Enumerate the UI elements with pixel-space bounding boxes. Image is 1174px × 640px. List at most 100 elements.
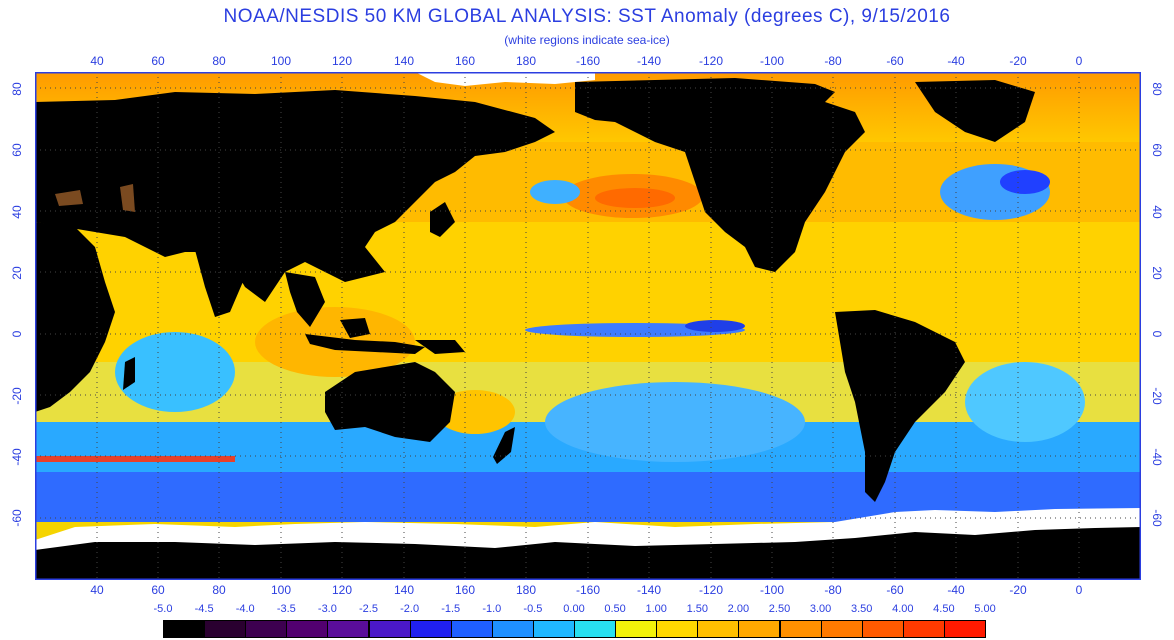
colorbar-swatch: [820, 620, 863, 638]
lon-label-top-160: 160: [454, 54, 476, 68]
colorbar-swatch: [204, 620, 247, 638]
colorbar-label: 0.00: [563, 603, 585, 615]
lon-label-top-m40: -40: [947, 54, 965, 68]
colorbar-label: -1.5: [441, 603, 461, 615]
colorbar-swatch: [532, 620, 575, 638]
colorbar-swatch: [697, 620, 740, 638]
lon-label-top-m80: -80: [824, 54, 842, 68]
colorbar-swatch: [779, 620, 822, 638]
blob-indian-cool: [115, 332, 235, 412]
lat-label-right-m20: -20: [1150, 387, 1164, 405]
caspian-region: [55, 190, 83, 206]
lon-label-bottom-40: 40: [90, 583, 104, 597]
blob-natl-cold: [1000, 170, 1050, 194]
colorbar-label: 3.50: [850, 603, 873, 615]
map-title: NOAA/NESDIS 50 KM GLOBAL ANALYSIS: SST A…: [223, 6, 951, 27]
lon-label-top-100: 100: [270, 54, 292, 68]
lon-label-top-180: 180: [515, 54, 537, 68]
lon-label-top-40: 40: [90, 54, 104, 68]
lon-label-top-m60: -60: [886, 54, 904, 68]
lon-label-bottom-m160: -160: [575, 583, 601, 597]
blob-satl-cool: [965, 362, 1085, 442]
colorbar-label: -1.0: [482, 603, 502, 615]
lat-label-right-60: 60: [1150, 143, 1164, 157]
antarctica-land: [35, 527, 1141, 580]
colorbar-swatch: [902, 620, 945, 638]
colorbar-label: -2.5: [359, 603, 378, 615]
lon-label-bottom-m60: -60: [886, 583, 904, 597]
lat-label-right-80: 80: [1150, 82, 1164, 96]
colorbar-label: 2.00: [727, 603, 750, 615]
lon-label-bottom-m140: -140: [636, 583, 662, 597]
colorbar-swatch: [245, 620, 288, 638]
colorbar-swatch: [656, 620, 699, 638]
lat-label-left-m40: -40: [10, 448, 24, 466]
colorbar-label: 2.50: [768, 603, 791, 615]
new-zealand: [493, 427, 515, 464]
colorbar-swatch: [491, 620, 534, 638]
colorbar-swatch: [368, 620, 411, 638]
lat-label-right-0: 0: [1150, 330, 1164, 338]
colorbar-swatch: [943, 620, 986, 638]
north-america-land: [575, 78, 865, 272]
lon-label-top-m20: -20: [1009, 54, 1027, 68]
colorbar-label: 4.00: [892, 603, 914, 615]
colorbar-swatch: [450, 620, 493, 638]
lat-label-right-m60: -60: [1150, 509, 1164, 527]
sst-anomaly-map: [35, 72, 1141, 580]
lon-label-top-0: 0: [1075, 54, 1083, 68]
blob-npac-cool: [530, 180, 580, 204]
lon-label-bottom-m120: -120: [698, 583, 724, 597]
blob-npac-core: [595, 188, 675, 208]
africa-land: [35, 222, 115, 412]
lat-label-left-0: 0: [10, 330, 24, 338]
lon-label-bottom-140: 140: [393, 583, 415, 597]
lon-label-top-120: 120: [331, 54, 353, 68]
greenland: [915, 80, 1035, 142]
colorbar-swatch: [861, 620, 904, 638]
madagascar: [123, 357, 135, 390]
lat-label-left-60: 60: [10, 143, 24, 157]
lake-region: [120, 184, 135, 212]
colorbar-label: -3.5: [276, 603, 296, 615]
colorbar-label: -3.0: [317, 603, 337, 615]
south-america-land: [835, 310, 965, 502]
australia-land: [325, 362, 455, 442]
colorbar-label: -0.5: [523, 603, 543, 615]
colorbar-swatch: [738, 620, 781, 638]
india-peninsula: [195, 250, 245, 317]
colorbar-swatch: [574, 620, 617, 638]
blob-equator-cold-2: [685, 320, 745, 332]
lon-label-bottom-60: 60: [151, 583, 165, 597]
lat-label-right-20: 20: [1150, 266, 1164, 280]
colorbar-label: 5.00: [974, 603, 996, 615]
lon-label-top-m140: -140: [636, 54, 662, 68]
lat-label-left-m20: -20: [10, 387, 24, 405]
lon-label-bottom-100: 100: [270, 583, 292, 597]
lat-label-left-20: 20: [10, 266, 24, 280]
lat-label-left-80: 80: [10, 82, 24, 96]
lon-label-top-m100: -100: [759, 54, 785, 68]
colorbar-swatch: [327, 620, 370, 638]
blob-warm-tasman: [435, 390, 515, 434]
southeast-asia: [285, 272, 325, 327]
lon-label-top-140: 140: [393, 54, 415, 68]
map-frame: [35, 72, 1141, 580]
lon-label-bottom-m80: -80: [824, 583, 842, 597]
colorbar-label: -2.0: [400, 603, 420, 615]
circumpolar-red-streak: [35, 456, 235, 462]
borneo: [340, 318, 370, 338]
lat-label-left-40: 40: [10, 205, 24, 219]
lon-label-bottom-120: 120: [331, 583, 353, 597]
map-subtitle: (white regions indicate sea-ice): [504, 33, 670, 47]
indonesia-islands: [305, 334, 425, 354]
colorbar-label: 0.50: [604, 603, 626, 615]
colorbar-swatch: [615, 620, 658, 638]
colorbar-label: -5.0: [153, 603, 173, 615]
arctic-sea-ice: [415, 72, 595, 86]
lon-label-top-m160: -160: [575, 54, 601, 68]
lon-label-bottom-m100: -100: [759, 583, 785, 597]
colorbar-label: 1.00: [645, 603, 667, 615]
lon-label-bottom-160: 160: [454, 583, 476, 597]
colorbar-label: 1.50: [686, 603, 708, 615]
